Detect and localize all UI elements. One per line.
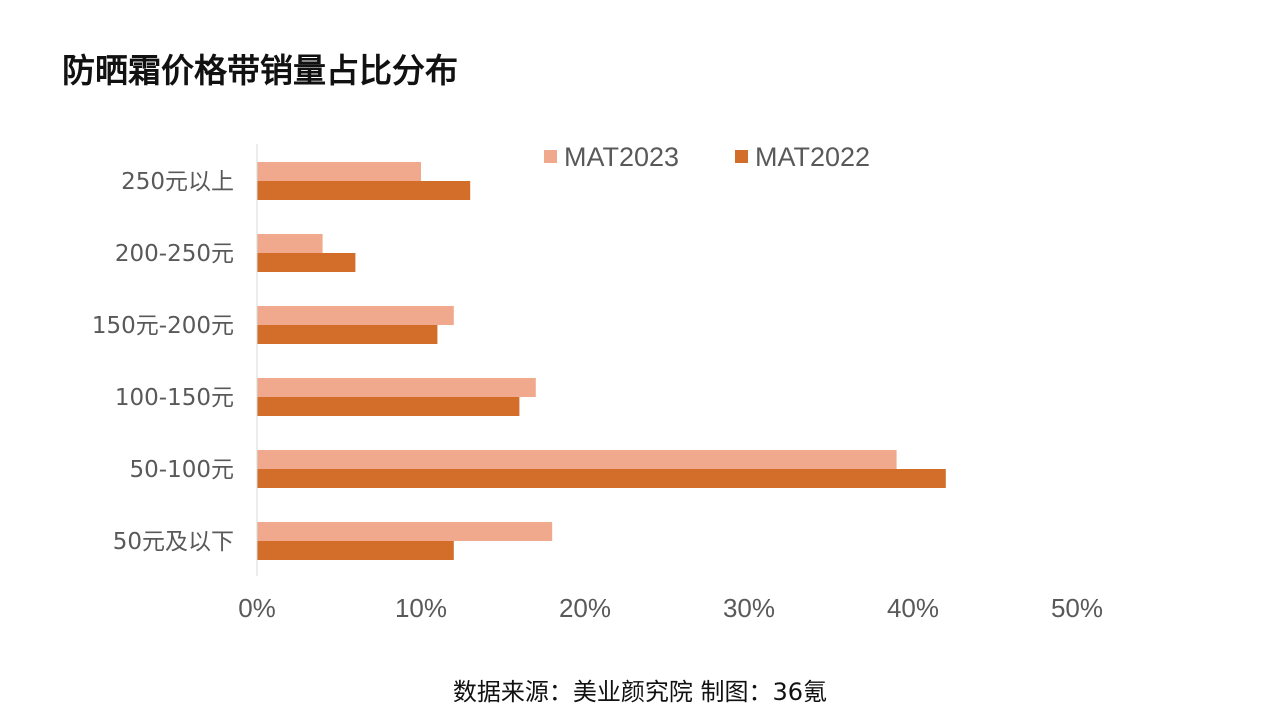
chart-title: 防晒霜价格带销量占比分布 — [62, 51, 458, 90]
bars-group — [257, 162, 946, 560]
bar-mat2022-3 — [257, 397, 520, 416]
x-tick-label: 50% — [1051, 593, 1103, 623]
category-label: 50元及以下 — [113, 529, 234, 555]
legend: MAT2023 MAT2022 — [544, 142, 870, 172]
bar-mat2023-0 — [257, 162, 421, 181]
bar-mat2023-1 — [257, 234, 323, 253]
category-label: 150元-200元 — [92, 313, 234, 339]
legend-swatch-mat2023 — [544, 150, 557, 163]
bar-mat2023-5 — [257, 522, 553, 541]
category-label: 200-250元 — [115, 241, 234, 267]
category-label: 50-100元 — [130, 457, 234, 483]
category-label: 100-150元 — [115, 385, 234, 411]
source-note: 数据来源：美业颜究院 制图：36氪 — [452, 678, 828, 706]
bar-mat2022-0 — [257, 181, 471, 200]
legend-label-mat2023: MAT2023 — [564, 142, 679, 172]
x-tick-label: 40% — [887, 593, 939, 623]
bar-mat2023-3 — [257, 378, 536, 397]
category-label: 250元以上 — [121, 169, 234, 195]
x-tick-label: 10% — [395, 593, 447, 623]
legend-label-mat2022: MAT2022 — [755, 142, 870, 172]
bar-mat2022-1 — [257, 253, 356, 272]
bar-mat2022-4 — [257, 469, 946, 488]
y-axis: 250元以上 200-250元 150元-200元 100-150元 50-100元 50… — [92, 144, 258, 576]
bar-mat2022-5 — [257, 541, 454, 560]
legend-swatch-mat2022 — [735, 150, 748, 163]
x-tick-label: 20% — [559, 593, 611, 623]
bar-mat2023-2 — [257, 306, 454, 325]
x-axis: 0% 10% 20% 30% 40% 50% — [238, 593, 1103, 623]
bar-mat2022-2 — [257, 325, 438, 344]
x-tick-label: 30% — [723, 593, 775, 623]
x-tick-label: 0% — [238, 593, 276, 623]
bar-mat2023-4 — [257, 450, 897, 469]
